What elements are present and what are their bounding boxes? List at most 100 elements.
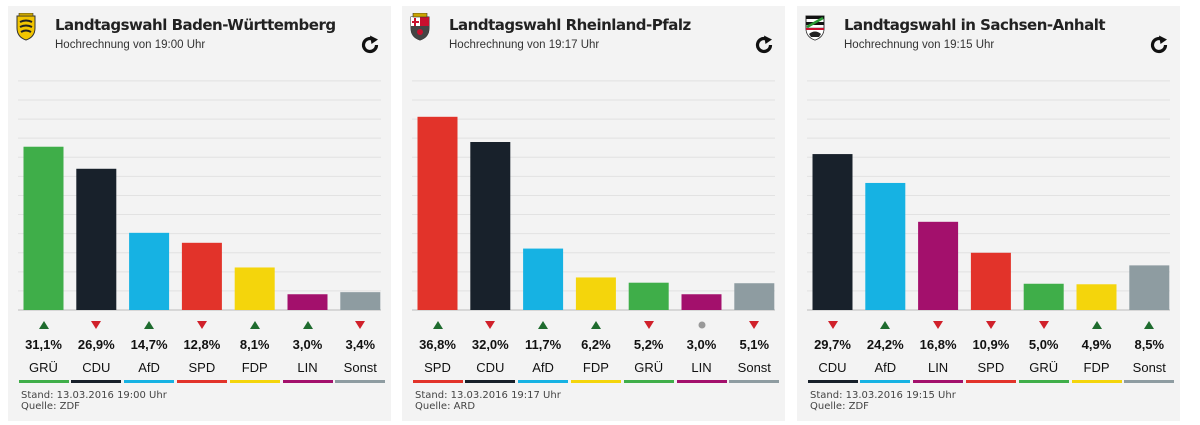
value-label: 5,1%: [739, 337, 770, 352]
value-label: 8,5%: [1134, 337, 1165, 352]
trend-down-icon: [470, 316, 510, 334]
rheinland-pfalz-crest-icon: [409, 12, 431, 41]
value-label: 10,9%: [972, 337, 1010, 352]
bar-spd[interactable]: [417, 116, 458, 310]
value-row: 36,8% 32,0% 11,7% 6,2% 5,2% 3,0% 5,1%: [402, 337, 785, 355]
value-label: 16,8%: [919, 337, 957, 352]
baden-wuerttemberg-crest-icon: [15, 12, 37, 41]
party-color-bar: [729, 380, 780, 383]
quelle-text: Quelle: ZDF: [810, 401, 869, 412]
quelle-text: Quelle: ZDF: [21, 401, 80, 412]
trend-down-icon: [76, 316, 116, 334]
party-label: Sonst: [343, 360, 377, 375]
trend-up-icon: [288, 316, 328, 334]
trend-down-icon: [1024, 316, 1064, 334]
trend-up-icon: [523, 316, 563, 334]
bar-sonst[interactable]: [340, 292, 381, 310]
party-color-bar: [913, 380, 964, 383]
stand-text: Stand: 13.03.2016 19:00 Uhr: [21, 390, 167, 401]
bar-spd[interactable]: [970, 252, 1011, 310]
party-color-bar: [229, 380, 280, 383]
party-label: CDU: [818, 360, 847, 375]
bar-cdu[interactable]: [470, 142, 511, 310]
trend-up-icon: [235, 316, 275, 334]
party-color-bar: [676, 380, 727, 383]
bar-fdp[interactable]: [234, 267, 275, 310]
trend-up-icon: [1129, 316, 1169, 334]
panel-footer: Stand: 13.03.2016 19:15 Uhr Quelle: ZDF: [810, 390, 956, 412]
party-label: Sonst: [737, 360, 771, 375]
trend-up-icon: [24, 316, 64, 334]
panel-title: Landtagswahl Baden-Württemberg: [55, 16, 336, 34]
trend-down-icon: [813, 316, 853, 334]
refresh-icon[interactable]: [753, 34, 775, 56]
party-label: LIN: [691, 360, 712, 375]
party-color-row: [402, 380, 785, 383]
bar-afd[interactable]: [865, 182, 906, 310]
party-row: SPD CDU AfD FDP GRÜ LIN Sonst: [402, 360, 785, 378]
trend-up-icon: [129, 316, 169, 334]
panel-subtitle: Hochrechnung von 19:15 Uhr: [844, 39, 995, 51]
panel-header: Landtagswahl in Sachsen-Anhalt Hochrechnu…: [797, 6, 1180, 62]
party-label: GRÜ: [29, 360, 58, 375]
stand-text: Stand: 13.03.2016 19:17 Uhr: [415, 390, 561, 401]
party-row: GRÜ CDU AfD SPD FDP LIN Sonst: [8, 360, 391, 378]
value-label: 6,2%: [581, 337, 611, 352]
party-label: CDU: [82, 360, 111, 375]
bar-lin[interactable]: [918, 221, 959, 310]
party-label: FDP: [582, 360, 609, 375]
party-color-bar: [176, 380, 227, 383]
bar-cdu[interactable]: [76, 168, 117, 310]
value-label: 36,8%: [419, 337, 456, 352]
value-row: 31,1% 26,9% 14,7% 12,8% 8,1% 3,0% 3,4%: [8, 337, 391, 355]
panel-title: Landtagswahl in Sachsen-Anhalt: [844, 16, 1106, 34]
bar-grü[interactable]: [628, 282, 669, 310]
quelle-text: Quelle: ARD: [415, 401, 476, 412]
bar-afd[interactable]: [523, 248, 564, 310]
value-label: 3,0%: [686, 337, 717, 352]
bar-spd[interactable]: [181, 242, 222, 310]
election-panel-baden-wuerttemberg: Landtagswahl Baden-Württemberg Hochrechnu…: [8, 6, 391, 421]
bar-lin[interactable]: [287, 294, 328, 310]
refresh-icon[interactable]: [1148, 34, 1170, 56]
value-label: 3,0%: [292, 337, 323, 352]
party-color-bar: [965, 380, 1016, 383]
party-color-bar: [623, 380, 674, 383]
election-panel-rheinland-pfalz: Landtagswahl Rheinland-Pfalz Hochrechnung…: [402, 6, 785, 421]
party-color-bar: [335, 380, 386, 383]
trend-up-icon: [576, 316, 616, 334]
party-label: AfD: [874, 360, 897, 375]
panel-subtitle: Hochrechnung von 19:17 Uhr: [449, 39, 600, 51]
party-color-bar: [860, 380, 911, 383]
trend-neutral-icon: [682, 316, 722, 334]
trend-down-icon: [182, 316, 222, 334]
party-label: LIN: [927, 360, 949, 375]
bar-grü[interactable]: [23, 146, 64, 310]
party-color-bar: [465, 380, 516, 383]
trend-up-icon: [418, 316, 458, 334]
bar-fdp[interactable]: [1076, 284, 1117, 310]
value-label: 24,2%: [866, 337, 904, 352]
trend-row: [402, 316, 785, 330]
party-label: GRÜ: [1029, 360, 1059, 375]
bar-fdp[interactable]: [575, 277, 616, 310]
party-color-bar: [282, 380, 333, 383]
bar-sonst[interactable]: [1129, 265, 1170, 310]
trend-down-icon: [340, 316, 380, 334]
value-label: 26,9%: [77, 337, 115, 352]
party-color-bar: [570, 380, 621, 383]
refresh-icon[interactable]: [359, 34, 381, 56]
value-label: 31,1%: [25, 337, 62, 352]
value-label: 12,8%: [183, 337, 221, 352]
value-label: 14,7%: [130, 337, 168, 352]
party-label: SPD: [977, 360, 1005, 375]
party-color-bar: [1018, 380, 1069, 383]
bar-sonst[interactable]: [734, 283, 775, 310]
bar-afd[interactable]: [129, 232, 170, 310]
bar-grü[interactable]: [1023, 283, 1064, 310]
party-label: AfD: [138, 360, 160, 375]
bar-cdu[interactable]: [812, 154, 853, 310]
party-label: AfD: [532, 360, 554, 375]
trend-row: [797, 316, 1180, 330]
bar-lin[interactable]: [681, 294, 722, 310]
